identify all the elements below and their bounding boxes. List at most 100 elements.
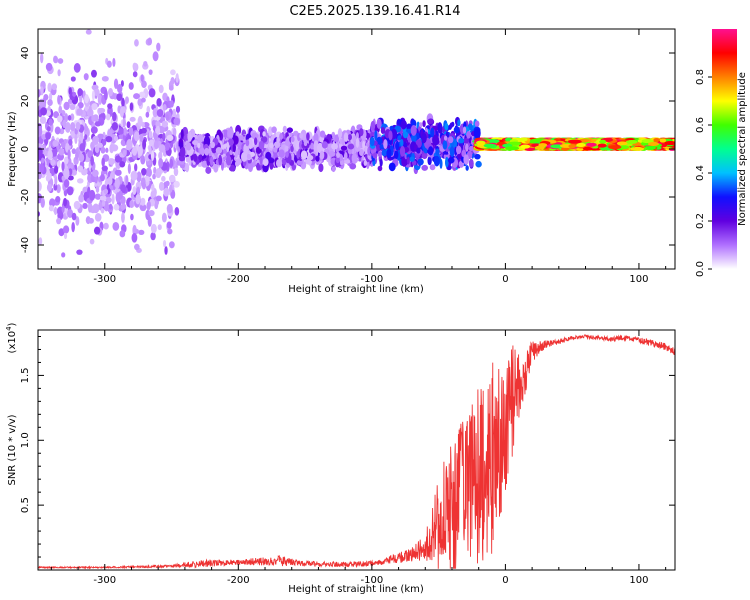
spectrogram-cell: [120, 80, 124, 87]
spectrogram-cell: [465, 143, 469, 152]
spectrogram-cell: [72, 91, 77, 97]
spectrogram-cell: [254, 137, 258, 146]
spectrogram-cell: [49, 198, 56, 208]
spectrogram-cell: [81, 169, 88, 176]
spectrogram-cell: [90, 126, 98, 134]
spectrogram-cell: [58, 105, 63, 114]
spectrogram-cell: [369, 136, 375, 147]
spectrogram-cell: [310, 142, 315, 150]
spectrogram-cell: [76, 178, 84, 184]
spectrogram-cell: [94, 145, 100, 154]
spectrogram-cell: [147, 37, 152, 46]
spectrogram-cell: [380, 126, 386, 134]
spectrogram-cell: [616, 141, 628, 146]
spectrogram-cell: [161, 175, 166, 182]
spectrogram-cell: [145, 167, 152, 178]
spectrogram-cell: [395, 141, 400, 151]
spectrogram-cell: [465, 165, 469, 171]
spectrogram-cell: [119, 230, 126, 238]
spectrogram-cell: [197, 133, 204, 144]
spectrogram-cell: [150, 223, 157, 234]
spectrogram-cell: [295, 142, 299, 152]
spectrogram-cell: [45, 62, 53, 72]
spectrogram-cell: [156, 109, 164, 118]
spectrogram-cell: [121, 97, 125, 108]
spectrogram-cell: [56, 184, 61, 194]
spectrogram-cell: [193, 153, 198, 162]
spectrogram-cell: [107, 103, 113, 109]
spectrogram-cell: [169, 158, 174, 168]
spectrogram-cell: [108, 158, 115, 165]
spectrogram-cell: [140, 97, 146, 103]
spectrogram-cell: [57, 94, 61, 105]
spectrogram-cell: [62, 225, 70, 234]
spectrogram-cell: [53, 111, 60, 119]
spectrogram-cell: [38, 237, 43, 246]
spectrogram-cell: [463, 154, 470, 165]
spectrogram-cell: [163, 187, 170, 197]
spectrogram-cell: [147, 216, 152, 227]
spectrogram-cell: [148, 139, 154, 147]
spectrogram-cell: [586, 142, 597, 147]
spectrogram-cell: [433, 155, 440, 167]
spectrogram-cell: [315, 155, 320, 162]
spectrogram-cell: [60, 141, 66, 149]
spectrogram-cell: [139, 203, 147, 212]
spectrogram-cell: [246, 153, 251, 160]
spectrogram-cell: [444, 122, 449, 131]
spectrogram-cell: [112, 57, 116, 67]
spectrogram-cell: [136, 186, 141, 195]
spectrogram-cell: [269, 142, 274, 149]
spectrogram-cell: [126, 139, 133, 150]
spectrogram-cell: [64, 122, 71, 133]
spectrogram-cell: [101, 75, 109, 82]
spectrogram-cell: [445, 156, 449, 168]
x-tick-label: 0: [502, 274, 508, 285]
spectrogram-cell: [105, 147, 109, 153]
spectrogram-cell: [170, 69, 176, 76]
spectrogram-cell: [388, 162, 396, 172]
spectrogram-cell: [407, 135, 411, 143]
spectrogram-cell: [105, 113, 111, 121]
spectrogram-cell: [48, 92, 53, 102]
spectrogram-cell: [70, 122, 76, 132]
spectrogram-cell: [597, 143, 607, 148]
spectrogram-cell: [56, 161, 61, 168]
spectrogram-cell: [453, 126, 460, 134]
spectrogram-cell: [125, 174, 129, 186]
spectrogram-cell: [258, 140, 265, 150]
spectrogram-cell: [144, 175, 150, 182]
spectrogram-cell: [153, 140, 159, 150]
x-tick-label: 100: [629, 274, 648, 285]
spectrogram-cell: [370, 120, 376, 131]
spectrogram-cell: [61, 161, 65, 172]
spectrogram-cell: [38, 88, 41, 98]
spectrogram-cell: [422, 120, 426, 128]
spectrogram-cell: [641, 139, 654, 144]
spectrogram-cell: [209, 156, 214, 166]
spectrogram-cell: [248, 138, 253, 150]
spectrogram-cell: [218, 154, 223, 166]
spectrogram-cell: [319, 130, 326, 138]
spectrogram-cell: [568, 144, 577, 149]
spectrogram-cell: [473, 128, 481, 139]
spectrogram-cell: [228, 164, 236, 172]
spectrogram-cell: [151, 183, 155, 192]
spectrogram-cell: [95, 185, 100, 193]
spectrogram-cell: [133, 131, 140, 142]
spectrogram-cell: [644, 146, 656, 151]
spectrogram-cell: [57, 115, 63, 123]
spectrogram-cell: [223, 148, 228, 154]
spectrogram-cell: [158, 125, 166, 134]
spectrogram-cell: [399, 145, 406, 157]
spectrogram-cell: [142, 138, 147, 150]
spectrogram-cell: [293, 130, 299, 136]
spectrogram-cell: [103, 188, 109, 195]
spectrogram-cell: [259, 156, 263, 165]
spectrogram-cell: [75, 151, 79, 160]
spectrogram-cell: [99, 174, 105, 182]
spectrogram-cell: [477, 141, 485, 146]
spectrogram-cell: [123, 127, 127, 136]
spectrogram-cell: [40, 86, 44, 96]
